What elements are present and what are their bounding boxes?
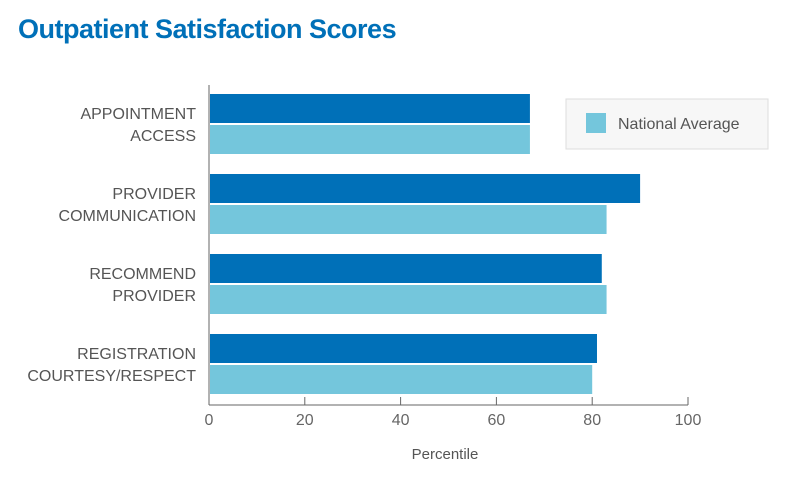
bar-national-average-1 bbox=[210, 205, 607, 234]
x-tick-label-0: 0 bbox=[205, 412, 214, 429]
category-label-2-line-1: PROVIDER bbox=[112, 288, 196, 305]
category-labels-group: APPOINTMENT ACCESS PROVIDER COMMUNICATION RE… bbox=[27, 106, 196, 385]
category-label-0-line-0: APPOINTMENT bbox=[80, 106, 196, 123]
legend: National Average bbox=[565, 98, 769, 150]
x-tick-label-5: 100 bbox=[675, 412, 702, 429]
bar-national-average-2 bbox=[210, 285, 607, 314]
x-tick-label-1: 20 bbox=[296, 412, 314, 429]
legend-swatch bbox=[586, 113, 606, 133]
x-tick-label-3: 60 bbox=[488, 412, 506, 429]
category-label-1-line-1: COMMUNICATION bbox=[59, 208, 196, 225]
category-label-3-line-1: COURTESY/RESPECT bbox=[27, 368, 196, 385]
bar-score-0 bbox=[210, 94, 530, 123]
bar-national-average-0 bbox=[210, 125, 530, 154]
x-ticks-group: 0 20 40 60 80 100 bbox=[205, 397, 702, 429]
chart-title: Outpatient Satisfaction Scores bbox=[18, 14, 397, 44]
bar-national-average-3 bbox=[210, 365, 593, 394]
category-label-1-line-0: PROVIDER bbox=[112, 186, 196, 203]
x-tick-label-2: 40 bbox=[392, 412, 410, 429]
category-label-0-line-1: ACCESS bbox=[130, 128, 196, 145]
axes-group bbox=[208, 85, 688, 406]
x-tick-label-4: 80 bbox=[583, 412, 601, 429]
bars-group bbox=[210, 94, 641, 394]
legend-label: National Average bbox=[618, 116, 740, 133]
bar-score-2 bbox=[210, 254, 602, 283]
category-label-2-line-0: RECOMMEND bbox=[89, 266, 196, 283]
bar-score-1 bbox=[210, 174, 641, 203]
x-axis-label: Percentile bbox=[412, 446, 479, 463]
category-label-3-line-0: REGISTRATION bbox=[77, 346, 196, 363]
bar-score-3 bbox=[210, 334, 597, 363]
